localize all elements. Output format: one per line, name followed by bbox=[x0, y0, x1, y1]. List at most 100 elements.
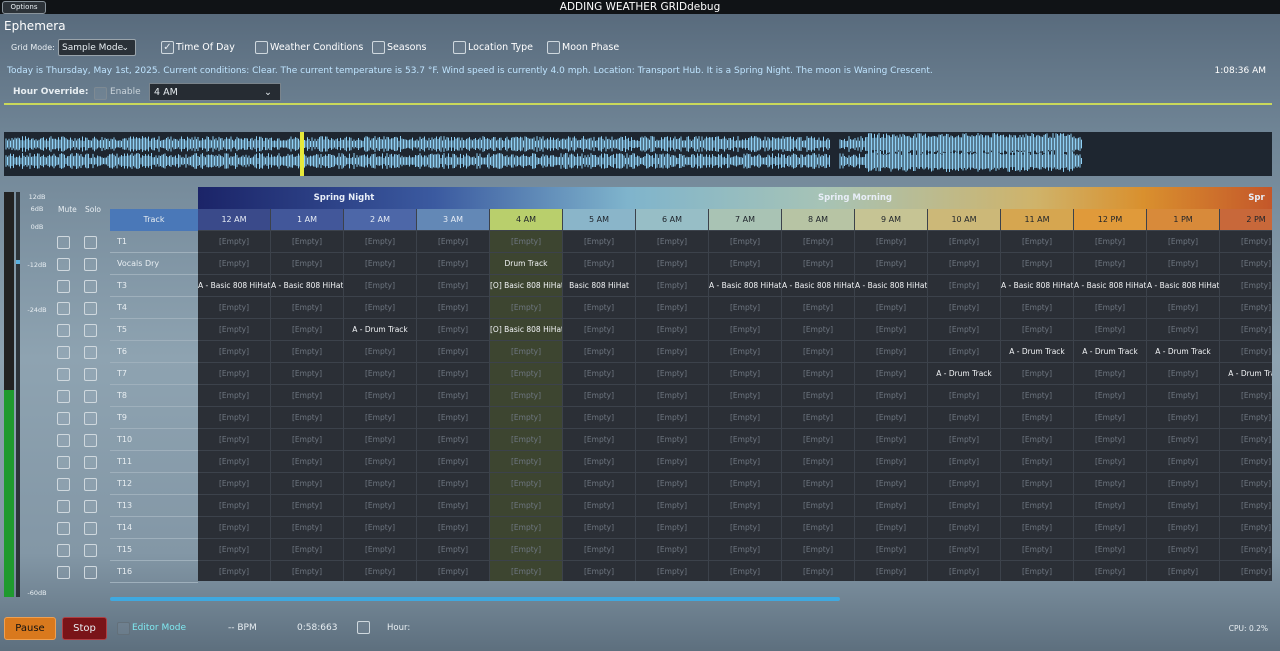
grid-cell: [Empty] bbox=[563, 495, 636, 517]
mute-checkbox[interactable] bbox=[57, 544, 70, 557]
grid-cell: [Empty] bbox=[782, 253, 855, 275]
grid-cell: [Empty] bbox=[709, 451, 782, 473]
grid-mode-dropdown[interactable]: Sample Mode ⌄ bbox=[58, 39, 136, 56]
hour-dropdown[interactable]: 4 AM ⌄ bbox=[149, 83, 281, 101]
grid-cell: [Empty] bbox=[709, 561, 782, 581]
solo-checkbox[interactable] bbox=[84, 412, 97, 425]
grid-cell: [Empty] bbox=[563, 517, 636, 539]
mute-checkbox[interactable] bbox=[57, 478, 70, 491]
solo-checkbox[interactable] bbox=[84, 258, 97, 271]
grid-cell: [Empty] bbox=[198, 429, 271, 451]
solo-checkbox[interactable] bbox=[84, 236, 97, 249]
grid-cell: [Empty] bbox=[855, 231, 928, 253]
grid-cell: [Empty] bbox=[709, 385, 782, 407]
stop-button[interactable]: Stop bbox=[62, 617, 107, 640]
solo-checkbox[interactable] bbox=[84, 302, 97, 315]
solo-checkbox[interactable] bbox=[84, 456, 97, 469]
grid-cell: [Empty] bbox=[344, 473, 417, 495]
grid-cell: Drum Track bbox=[490, 253, 563, 275]
grid-cell: [Empty] bbox=[344, 407, 417, 429]
checkbox-label: Time Of Day bbox=[176, 42, 235, 53]
grid-cell: [Empty] bbox=[855, 517, 928, 539]
grid-cell: [Empty] bbox=[1001, 561, 1074, 581]
hour-header: 9 AM bbox=[855, 209, 928, 231]
scrollbar[interactable] bbox=[110, 597, 840, 601]
checkbox[interactable]: ✓ bbox=[161, 41, 174, 54]
waveform-bg bbox=[4, 132, 1272, 176]
grid-cell: [Empty] bbox=[490, 429, 563, 451]
grid-cell: [O] Basic 808 HiHat bbox=[490, 275, 563, 297]
grid-cell: [Empty] bbox=[1074, 385, 1147, 407]
enable-checkbox[interactable] bbox=[94, 87, 107, 100]
mute-checkbox[interactable] bbox=[57, 236, 70, 249]
grid-cell: [Empty] bbox=[271, 407, 344, 429]
options-button[interactable]: Options bbox=[2, 1, 46, 14]
solo-checkbox[interactable] bbox=[84, 522, 97, 535]
solo-checkbox[interactable] bbox=[84, 500, 97, 513]
grid-cell: [Empty] bbox=[1147, 517, 1220, 539]
grid-cell: [Empty] bbox=[1220, 297, 1272, 319]
mute-checkbox[interactable] bbox=[57, 346, 70, 359]
pause-button[interactable]: Pause bbox=[4, 617, 56, 640]
grid-cell: [Empty] bbox=[1074, 319, 1147, 341]
editor-mode-checkbox[interactable] bbox=[117, 622, 130, 635]
grid-cell: [Empty] bbox=[928, 517, 1001, 539]
solo-checkbox[interactable] bbox=[84, 566, 97, 579]
checkbox[interactable] bbox=[547, 41, 560, 54]
grid-cell: [Empty] bbox=[1074, 231, 1147, 253]
solo-checkbox[interactable] bbox=[84, 368, 97, 381]
solo-checkbox[interactable] bbox=[84, 280, 97, 293]
grid-cell: [Empty] bbox=[855, 429, 928, 451]
track-name: T9 bbox=[110, 407, 198, 429]
mute-checkbox[interactable] bbox=[57, 522, 70, 535]
mute-checkbox[interactable] bbox=[57, 412, 70, 425]
solo-checkbox[interactable] bbox=[84, 434, 97, 447]
grid-cell: [Empty] bbox=[271, 297, 344, 319]
mute-checkbox[interactable] bbox=[57, 566, 70, 579]
grid-cell: [Empty] bbox=[417, 539, 490, 561]
grid-cell: [Empty] bbox=[271, 561, 344, 581]
track-name: Vocals Dry bbox=[110, 253, 198, 275]
mute-checkbox[interactable] bbox=[57, 280, 70, 293]
mute-checkbox[interactable] bbox=[57, 500, 70, 513]
grid-cell: A - Drum Track bbox=[1001, 341, 1074, 363]
solo-checkbox[interactable] bbox=[84, 478, 97, 491]
checkbox[interactable] bbox=[255, 41, 268, 54]
grid-cell: [Empty] bbox=[928, 407, 1001, 429]
mute-checkbox[interactable] bbox=[57, 302, 70, 315]
grid-cell: [Empty] bbox=[344, 429, 417, 451]
playback-time: 0:58:663 bbox=[297, 623, 338, 633]
grid-cell: [Empty] bbox=[855, 385, 928, 407]
grid-cell: [Empty] bbox=[417, 253, 490, 275]
grid-cell: [Empty] bbox=[1220, 341, 1272, 363]
hour-checkbox[interactable] bbox=[357, 621, 370, 634]
solo-checkbox[interactable] bbox=[84, 390, 97, 403]
grid-cell: [Empty] bbox=[490, 341, 563, 363]
checkbox[interactable] bbox=[453, 41, 466, 54]
grid-cell: [Empty] bbox=[928, 473, 1001, 495]
hour-header: 1 PM bbox=[1147, 209, 1220, 231]
mute-checkbox[interactable] bbox=[57, 324, 70, 337]
grid-cell: [Empty] bbox=[344, 231, 417, 253]
window-title: ADDING WEATHER GRIDdebug bbox=[559, 1, 721, 13]
grid-cell: [Empty] bbox=[490, 517, 563, 539]
mute-checkbox[interactable] bbox=[57, 390, 70, 403]
meter-label: 6dB bbox=[30, 205, 44, 213]
grid-cell: [Empty] bbox=[782, 319, 855, 341]
grid-cell: [Empty] bbox=[636, 539, 709, 561]
chevron: ⌄ bbox=[121, 43, 129, 53]
mute-checkbox[interactable] bbox=[57, 434, 70, 447]
grid-cell: [Empty] bbox=[1220, 539, 1272, 561]
grid-cell: [Empty] bbox=[1147, 429, 1220, 451]
mute-checkbox[interactable] bbox=[57, 368, 70, 381]
solo-checkbox[interactable] bbox=[84, 324, 97, 337]
mute-checkbox[interactable] bbox=[57, 456, 70, 469]
solo-checkbox[interactable] bbox=[84, 544, 97, 557]
mute-checkbox[interactable] bbox=[57, 258, 70, 271]
grid-cell: [Empty] bbox=[490, 473, 563, 495]
solo-checkbox[interactable] bbox=[84, 346, 97, 359]
hour-header: 11 AM bbox=[1001, 209, 1074, 231]
track-name: T1 bbox=[110, 231, 198, 253]
title-bar bbox=[0, 0, 1280, 14]
checkbox[interactable] bbox=[372, 41, 385, 54]
